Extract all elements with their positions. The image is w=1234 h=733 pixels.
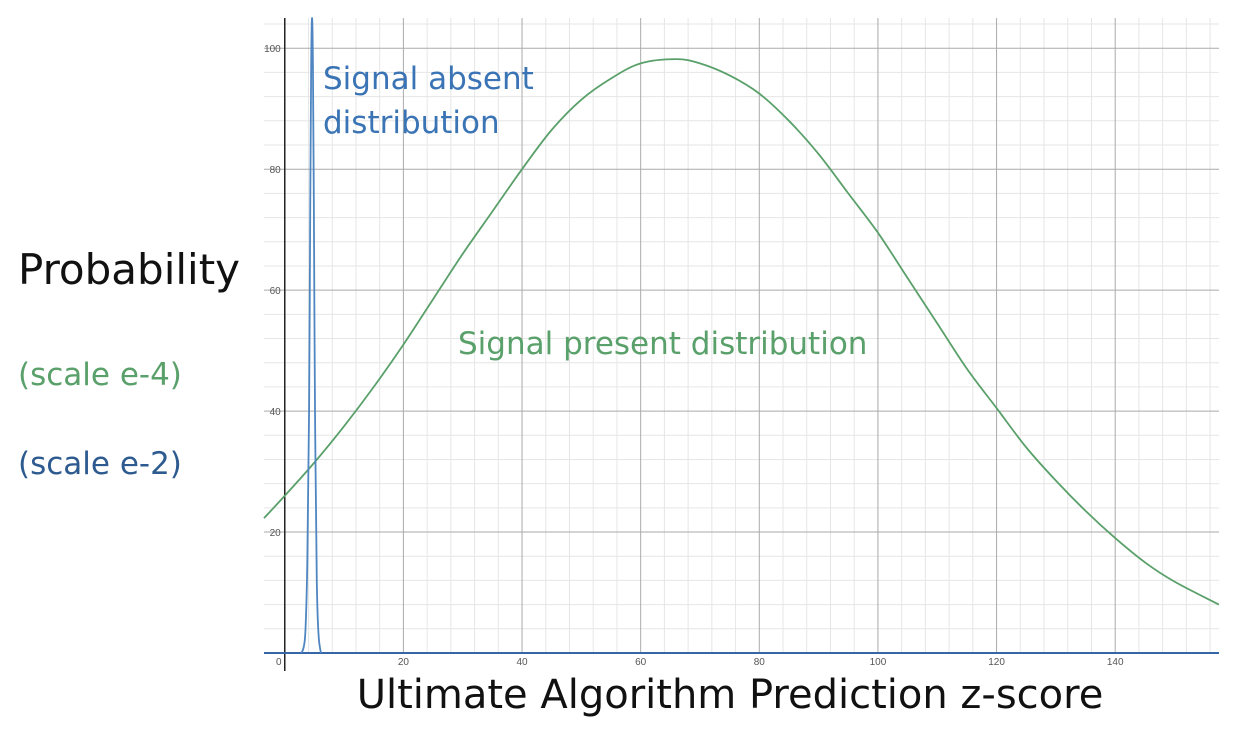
signal-present-curve <box>263 58 1220 606</box>
scale-green-label: (scale e-4) <box>18 357 182 393</box>
y-axis-label: Probability <box>18 245 240 294</box>
x-tick-label: 60 <box>635 657 647 668</box>
y-tick-label: 80 <box>270 165 282 176</box>
major-grid <box>264 18 1219 653</box>
x-tick-label: 120 <box>988 657 1005 668</box>
x-tick-label: 40 <box>516 657 528 668</box>
x-tick-label: 80 <box>754 657 766 668</box>
x-tick-label: 100 <box>870 657 887 668</box>
y-tick-label: 20 <box>270 528 282 539</box>
signal-absent-curve <box>300 17 322 654</box>
series-lines <box>263 17 1220 654</box>
scale-blue-label: (scale e-2) <box>18 446 182 482</box>
signal-absent-label-line2: distribution <box>323 105 500 141</box>
axes <box>264 18 1219 671</box>
x-tick-label: 20 <box>398 657 410 668</box>
tick-labels: 0 20 40 60 80 100 120 140 20 40 60 80 100 <box>264 44 1124 668</box>
y-tick-label: 40 <box>270 407 282 418</box>
y-tick-label: 60 <box>270 286 282 297</box>
signal-present-label: Signal present distribution <box>458 326 867 362</box>
x-tick-label: 0 <box>276 657 282 668</box>
y-tick-label: 100 <box>264 44 281 55</box>
signal-absent-label-line1: Signal absent <box>323 61 534 97</box>
x-axis-label: Ultimate Algorithm Prediction z-score <box>357 672 1104 718</box>
x-tick-label: 140 <box>1107 657 1124 668</box>
